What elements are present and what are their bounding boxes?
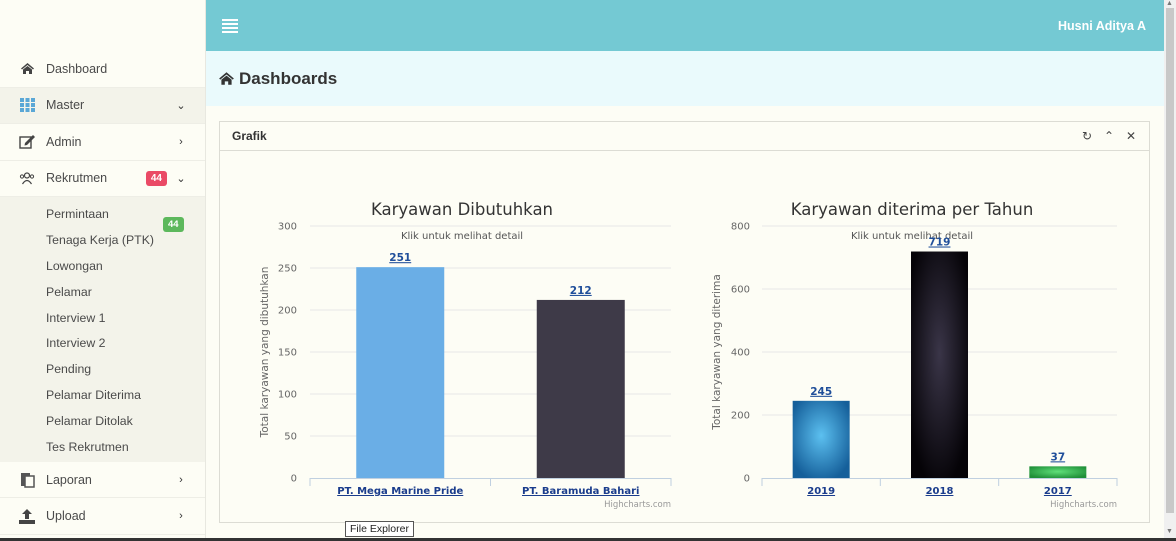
user-name[interactable]: Husni Aditya A (1058, 18, 1146, 33)
x-category-label: 2018 (926, 486, 954, 497)
bar (792, 400, 850, 478)
data-label: 251 (389, 252, 411, 264)
submenu-item-interview-2[interactable]: Interview 2 (46, 336, 106, 351)
chevron-down-icon: ⌄ (176, 172, 186, 185)
y-tick-label: 200 (278, 306, 297, 317)
home-icon (18, 60, 36, 78)
tooltip: File Explorer (345, 521, 414, 537)
users-icon (18, 169, 36, 187)
sidebar-brand (0, 0, 205, 51)
chevron-right-icon: › (179, 473, 183, 486)
sidebar-item-label: Laporan (46, 472, 92, 487)
submenu-item-permintaan[interactable]: Permintaan (46, 206, 109, 221)
y-tick-label: 0 (744, 474, 750, 485)
grid-icon (18, 96, 36, 114)
page-header: Dashboards (206, 51, 1164, 106)
page-scrollbar[interactable]: ▲ ▼ (1164, 0, 1176, 541)
y-tick-label: 100 (278, 390, 297, 401)
sidebar-item-master[interactable]: Master ⌄ (0, 87, 205, 124)
page-title: Dashboards (239, 68, 338, 88)
bar (1029, 466, 1087, 478)
panel-title: Grafik (232, 129, 267, 143)
menu-toggle-icon[interactable] (222, 18, 238, 33)
bar (536, 299, 625, 478)
sidebar-item-rekrutmen[interactable]: Rekrutmen 44 ⌄ (0, 161, 205, 197)
chevron-right-icon: › (179, 135, 183, 148)
chevron-right-icon: › (179, 510, 183, 523)
report-icon (18, 471, 36, 489)
bar (356, 267, 445, 478)
x-category-label: 2017 (1044, 486, 1072, 497)
edit-icon (18, 133, 36, 151)
x-category-label: 2019 (807, 486, 835, 497)
chart-credits: Highcharts.com (1050, 500, 1117, 510)
y-tick-label: 600 (731, 285, 750, 296)
chart-title: Karyawan Dibutuhkan (371, 200, 553, 219)
refresh-icon[interactable]: ↻ (1081, 129, 1093, 143)
submenu-item-pelamar-diterima[interactable]: Pelamar Diterima (46, 388, 141, 403)
taskbar-edge (0, 538, 1176, 541)
sidebar: Dashboard Master ⌄ Admin › Rekrutmen 44 … (0, 0, 206, 541)
sidebar-item-label: Dashboard (46, 61, 108, 76)
panel-header: Grafik ↻ ⌃ ✕ (220, 122, 1149, 151)
charts-area: Karyawan Dibutuhkan Klik untuk melihat de… (259, 200, 1118, 510)
chart-credits: Highcharts.com (604, 500, 671, 510)
data-label: 245 (810, 386, 832, 398)
upload-icon (18, 507, 36, 525)
y-tick-label: 150 (278, 348, 297, 359)
submenu-item-tes-rekrutmen[interactable]: Tes Rekrutmen (46, 439, 129, 454)
ptk-count-badge: 44 (163, 217, 184, 232)
data-label: 719 (929, 237, 951, 249)
panel-tools: ↻ ⌃ ✕ (1081, 129, 1137, 143)
y-axis-title: Total karyawan yang dibutuhkan (259, 267, 271, 439)
y-tick-label: 800 (731, 222, 750, 233)
sidebar-item-label: Upload (46, 509, 86, 524)
sidebar-item-admin[interactable]: Admin › (0, 124, 205, 161)
submenu-item-lowongan[interactable]: Lowongan (46, 258, 103, 273)
bar (911, 251, 968, 478)
y-axis-title: Total karyawan yang diterima (711, 274, 723, 431)
scroll-down-icon[interactable]: ▼ (1166, 528, 1173, 535)
scrollbar-thumb[interactable] (1166, 8, 1174, 513)
submenu-item-pelamar-ditolak[interactable]: Pelamar Ditolak (46, 414, 133, 429)
y-tick-label: 400 (731, 348, 750, 359)
sidebar-item-dashboard[interactable]: Dashboard (0, 51, 205, 88)
submenu-item-interview-1[interactable]: Interview 1 (46, 310, 106, 325)
sidebar-item-laporan[interactable]: Laporan › (0, 462, 205, 499)
y-tick-label: 200 (731, 411, 750, 422)
sidebar-item-label: Rekrutmen (46, 171, 108, 186)
chart-panel: Grafik ↻ ⌃ ✕ Karyawan Dibutuhkan Klik unt… (219, 121, 1150, 523)
submenu-item-ptk[interactable]: Tenaga Kerja (PTK) (46, 232, 154, 247)
submenu-item-pelamar[interactable]: Pelamar (46, 284, 92, 299)
submenu-item-pending[interactable]: Pending (46, 362, 92, 377)
count-badge: 44 (145, 170, 167, 186)
collapse-icon[interactable]: ⌃ (1103, 129, 1115, 143)
rekrutmen-submenu: Permintaan Tenaga Kerja (PTK) Lowongan P… (0, 197, 205, 462)
y-tick-label: 300 (278, 222, 297, 233)
scroll-up-icon[interactable]: ▲ (1166, 0, 1173, 7)
close-icon[interactable]: ✕ (1125, 129, 1137, 143)
y-tick-label: 0 (291, 474, 297, 485)
y-tick-label: 50 (284, 432, 297, 443)
y-tick-label: 250 (278, 264, 297, 275)
sidebar-item-upload[interactable]: Upload › (0, 498, 205, 535)
chart-subtitle: Klik untuk melihat detail (401, 231, 523, 242)
top-navbar: Husni Aditya A (206, 0, 1164, 51)
chart-title: Karyawan diterima per Tahun (791, 200, 1034, 219)
x-category-label: PT. Mega Marine Pride (337, 486, 463, 497)
chart-subtitle: Klik untuk melihat detail (851, 231, 973, 242)
data-label: 37 (1051, 451, 1066, 463)
x-category-label: PT. Baramuda Bahari (522, 486, 640, 497)
sidebar-item-label: Master (46, 98, 85, 113)
sidebar-item-label: Admin (46, 134, 82, 149)
home-icon (219, 72, 234, 85)
data-label: 212 (570, 285, 592, 297)
chevron-down-icon: ⌄ (176, 99, 186, 112)
